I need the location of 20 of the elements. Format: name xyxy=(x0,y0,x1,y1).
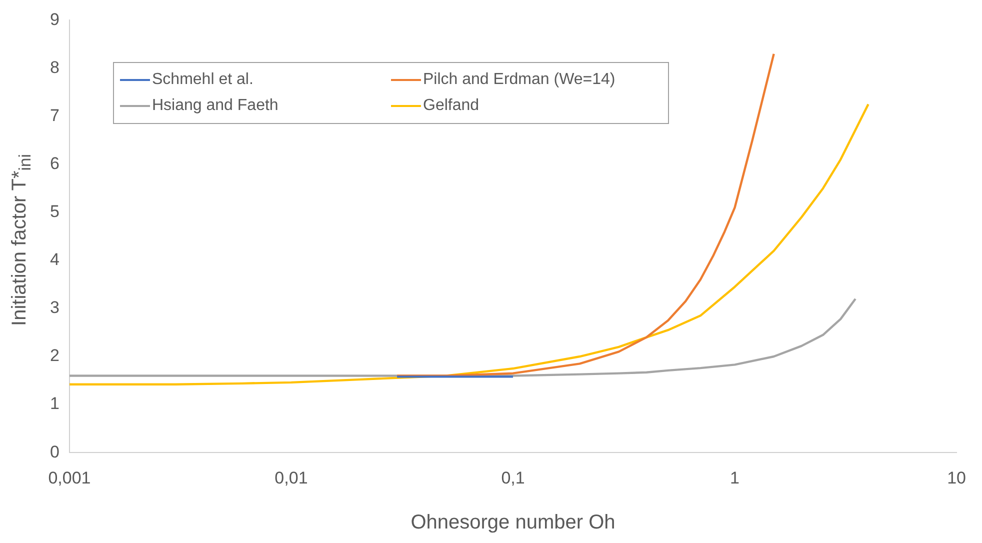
legend-label: Hsiang and Faeth xyxy=(152,97,278,115)
x-tick-label: 0,001 xyxy=(48,468,91,488)
y-tick-label: 0 xyxy=(50,442,60,462)
y-tick-label: 6 xyxy=(50,154,60,174)
x-tick-label: 0,1 xyxy=(501,468,525,488)
y-tick-label: 3 xyxy=(50,298,60,318)
y-tick-label: 1 xyxy=(50,394,60,414)
legend-label: Schmehl et al. xyxy=(152,71,254,89)
y-tick-label: 2 xyxy=(50,346,60,366)
x-tick-label: 1 xyxy=(730,468,740,488)
legend-label: Gelfand xyxy=(423,97,480,115)
legend-label: Pilch and Erdman (We=14) xyxy=(423,71,616,89)
y-tick-label: 9 xyxy=(50,10,60,29)
y-tick-label: 4 xyxy=(50,250,60,270)
y-tick-label: 7 xyxy=(50,106,60,125)
x-tick-label: 0,01 xyxy=(274,468,308,488)
y-tick-label: 5 xyxy=(50,202,60,222)
y-tick-label: 8 xyxy=(50,58,60,77)
x-tick-label: 10 xyxy=(947,468,966,488)
x-axis-title: Ohnesorge number Oh xyxy=(410,512,616,534)
